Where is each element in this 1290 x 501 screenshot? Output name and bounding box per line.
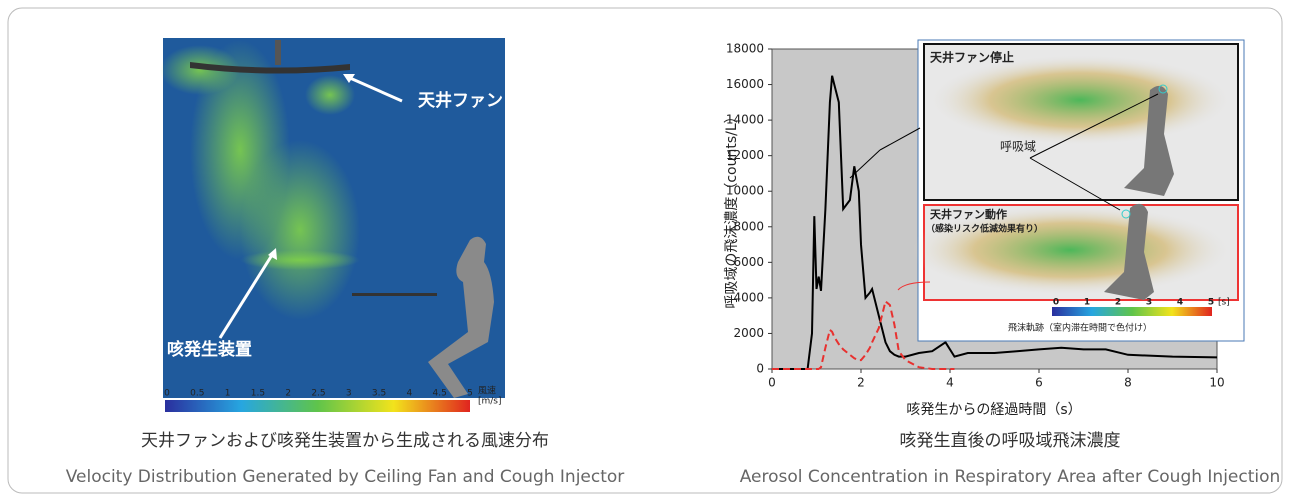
colorbar — [165, 400, 470, 412]
colorbar-title: 飛沫軌跡（室内滞在時間で色付け） — [1008, 322, 1152, 334]
colorbar-tick: 0 — [1053, 298, 1059, 308]
caption: Aerosol Concentration in Respiratory Are… — [740, 467, 1281, 487]
colorbar-unit: [s] — [1218, 298, 1230, 308]
x-tick-label: 6 — [1035, 376, 1043, 390]
x-tick-label: 8 — [1124, 376, 1132, 390]
colorbar-tick: 2.5 — [311, 389, 325, 399]
y-tick-label: 16000 — [726, 77, 764, 91]
inset-note: （感染リスク低減効果有り） — [926, 223, 1043, 235]
colorbar-tick: 4.5 — [433, 389, 447, 399]
colorbar-tick: 0.5 — [190, 389, 204, 399]
y-tick-label: 18000 — [726, 42, 764, 56]
colorbar-tick: 5 — [1208, 298, 1214, 308]
y-axis-title: 呼吸域の飛沫濃度（counts/L） — [724, 109, 740, 308]
x-axis-title: 咳発生からの経過時間（s） — [906, 402, 1081, 418]
inset-label: 天井ファン動作 — [930, 207, 1007, 221]
colorbar-unit: [m/s] — [478, 397, 502, 407]
colorbar-tick: 5 — [467, 389, 473, 399]
colorbar-tick: 4 — [1177, 298, 1183, 308]
x-tick-label: 2 — [857, 376, 865, 390]
colorbar-tick: 2 — [1115, 298, 1121, 308]
x-tick-label: 0 — [768, 376, 776, 390]
colorbar-tick: 1.5 — [251, 389, 265, 399]
colorbar-tick: 3 — [346, 389, 352, 399]
y-tick-label: 0 — [756, 362, 764, 376]
caption: 咳発生直後の呼吸域飛沫濃度 — [900, 431, 1121, 451]
y-tick-label: 2000 — [733, 326, 764, 340]
caption: 天井ファンおよび咳発生装置から生成される風速分布 — [141, 431, 549, 451]
figure: 天井ファン 咳発生装置 風速 [m/s] 0 0.5 1 1.5 2 2.5 3 3.5 4 4.… — [0, 0, 1290, 501]
colorbar-tick: 3 — [1146, 298, 1152, 308]
x-tick-label: 10 — [1209, 376, 1224, 390]
colorbar-tick: 2 — [285, 389, 291, 399]
colorbar-tick: 1 — [1084, 298, 1090, 308]
colorbar-tick: 3.5 — [372, 389, 386, 399]
fan-label: 天井ファン — [418, 90, 503, 111]
x-tick-label: 4 — [946, 376, 954, 390]
inset-label: 天井ファン停止 — [930, 50, 1014, 65]
colorbar-tick: 0 — [164, 389, 170, 399]
page: {"left_panel":{"labels":["天井ファン","咳発生装置"… — [0, 0, 1290, 501]
inset-label: 呼吸域 — [1000, 140, 1036, 154]
colorbar-title: 風速 — [478, 386, 496, 397]
injector-label: 咳発生装置 — [167, 339, 252, 360]
caption: Velocity Distribution Generated by Ceili… — [66, 467, 625, 487]
inset — [910, 40, 1244, 341]
colorbar-tick: 1 — [225, 389, 231, 399]
colorbar-tick: 4 — [407, 389, 413, 399]
